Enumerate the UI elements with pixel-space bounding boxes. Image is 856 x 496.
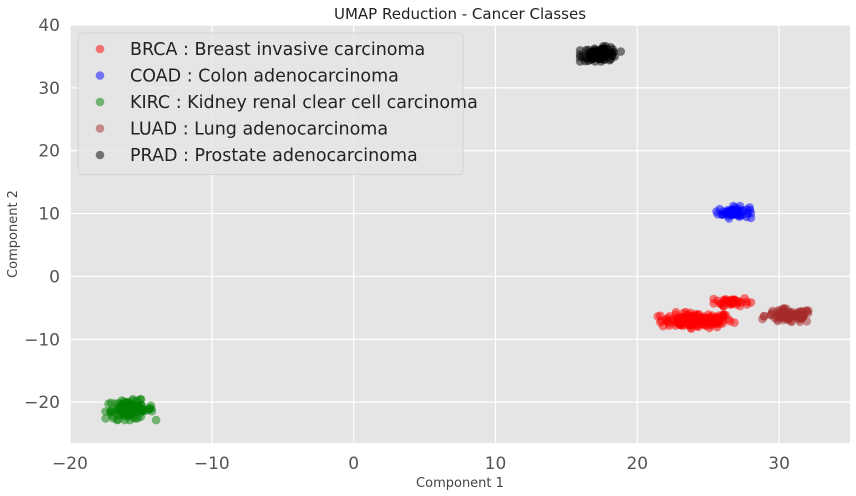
data-point <box>588 47 597 57</box>
data-point <box>133 407 143 417</box>
series-4 <box>575 42 625 66</box>
data-point <box>696 315 705 325</box>
y-tick-label: 30 <box>38 79 60 99</box>
data-point <box>712 207 721 216</box>
tick-labels: −20 −10 0 10 20 30 −20 −10 0 10 20 30 40 <box>24 16 790 474</box>
legend-marker <box>95 97 105 107</box>
data-point <box>596 57 606 66</box>
series-2 <box>101 395 161 425</box>
legend-marker <box>95 150 105 160</box>
y-axis-label: Component 2 <box>6 190 21 278</box>
y-tick-label: −10 <box>24 330 60 350</box>
y-tick-label: 20 <box>38 142 60 162</box>
data-point <box>735 296 744 306</box>
legend-marker <box>95 44 105 54</box>
data-point <box>726 317 735 326</box>
data-point <box>606 55 615 64</box>
data-point <box>676 320 685 330</box>
data-point <box>719 302 728 311</box>
data-point <box>713 315 722 325</box>
series-0 <box>653 294 756 334</box>
x-tick-label: 10 <box>485 454 507 474</box>
data-point <box>104 399 113 409</box>
legend-label: BRCA : Breast invasive carcinoma <box>130 40 425 60</box>
legend-label: LUAD : Lung adenocarcinoma <box>130 120 388 140</box>
data-point <box>742 300 752 309</box>
data-point <box>589 54 598 63</box>
data-point <box>724 214 734 223</box>
data-point <box>780 307 790 317</box>
data-point <box>796 309 805 318</box>
data-point <box>671 307 681 317</box>
data-point <box>119 410 129 419</box>
y-tick-label: 40 <box>38 16 60 36</box>
x-tick-label: −20 <box>52 454 88 474</box>
y-tick-label: −20 <box>24 393 60 413</box>
chart-title: UMAP Reduction - Cancer Classes <box>334 5 586 23</box>
legend: BRCA : Breast invasive carcinoma COAD : C… <box>77 32 478 175</box>
x-tick-label: 20 <box>626 454 648 474</box>
data-point <box>653 312 663 321</box>
x-tick-label: −10 <box>194 454 230 474</box>
legend-label: PRAD : Prostate adenocarcinoma <box>130 146 418 166</box>
data-point <box>616 47 625 56</box>
data-point <box>151 415 161 425</box>
data-point <box>106 408 115 417</box>
legend-marker <box>95 71 105 80</box>
x-axis-label: Component 1 <box>416 476 504 491</box>
y-tick-label: 0 <box>49 267 60 287</box>
data-point <box>736 211 745 220</box>
legend-label: COAD : Colon adenocarcinoma <box>130 67 399 87</box>
data-point <box>745 203 754 212</box>
x-tick-label: 0 <box>348 454 359 474</box>
legend-box <box>77 32 464 175</box>
data-point <box>146 404 156 413</box>
legend-label: KIRC : Kidney renal clear cell carcinoma <box>130 93 478 113</box>
x-tick-label: 30 <box>768 454 790 474</box>
data-point <box>583 54 592 63</box>
data-point <box>687 320 697 329</box>
data-point <box>600 44 609 53</box>
legend-marker <box>95 124 105 133</box>
data-point <box>131 414 141 423</box>
series-1 <box>712 201 756 223</box>
data-point <box>758 314 767 324</box>
data-point <box>787 309 796 319</box>
y-tick-label: 10 <box>38 205 60 225</box>
data-points <box>101 42 813 425</box>
series-3 <box>758 304 813 327</box>
data-point <box>709 294 718 304</box>
